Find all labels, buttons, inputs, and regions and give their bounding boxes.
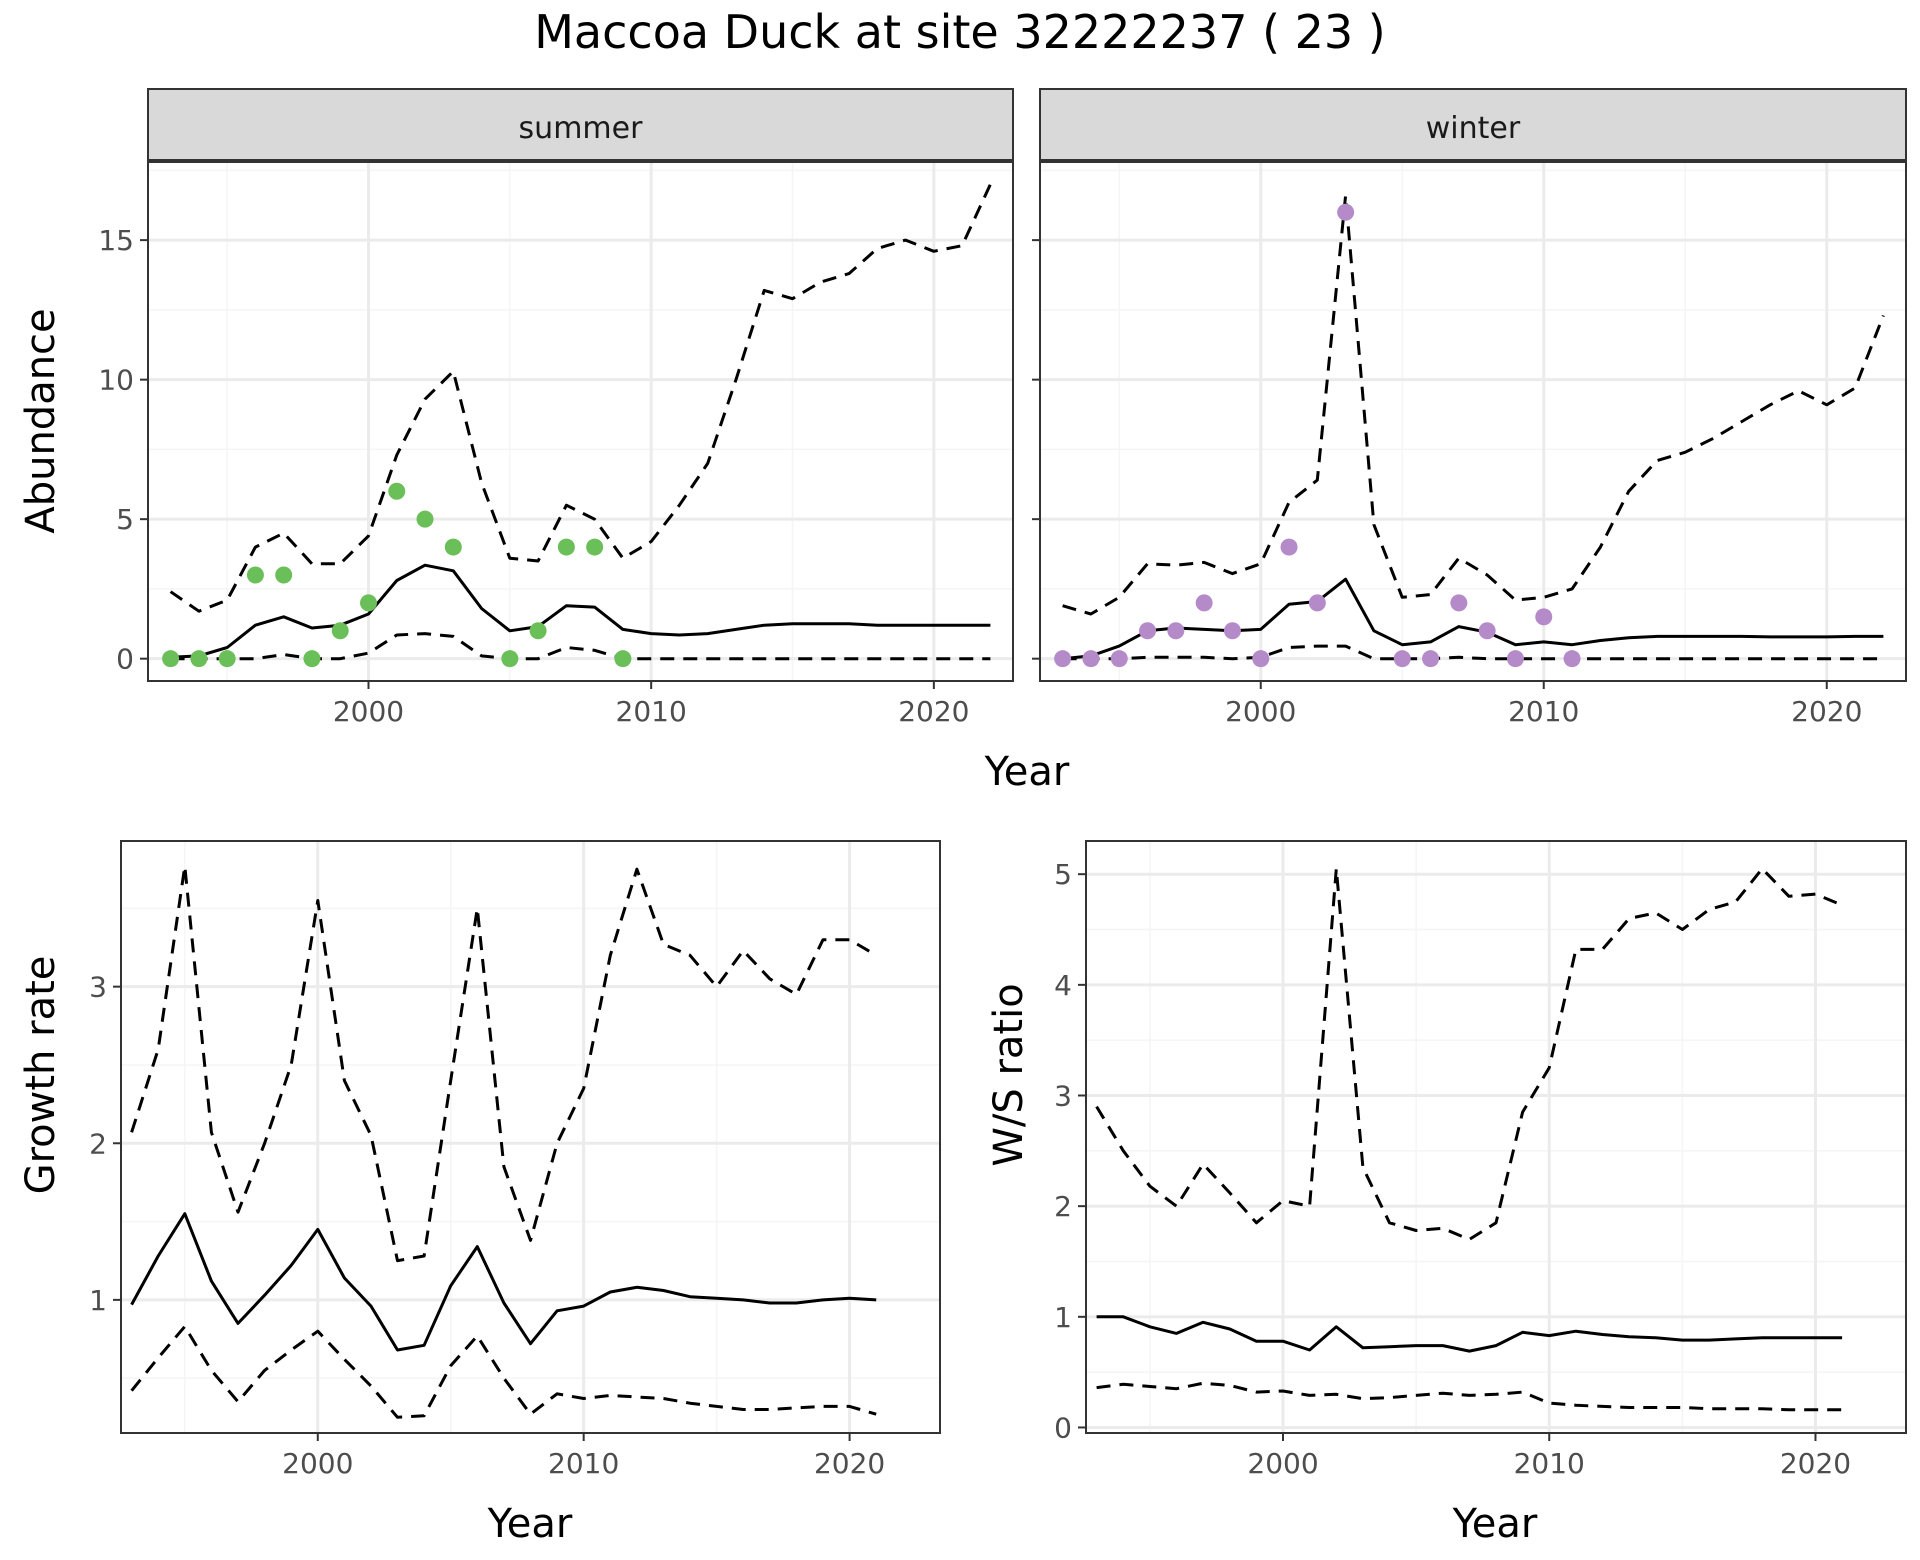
strip-label-summer: summer [519, 111, 644, 146]
data-point [1195, 594, 1213, 612]
data-point [162, 650, 180, 668]
strip-label-winter: winter [1426, 111, 1521, 146]
plot-background [1086, 841, 1906, 1433]
x-tick-label: 2020 [1791, 695, 1862, 728]
data-point [586, 538, 604, 556]
y-axis-title-abundance: Abundance [18, 308, 64, 533]
data-point [1167, 622, 1185, 640]
series-line-upper [1062, 194, 1885, 616]
data-point [331, 622, 349, 640]
y-tick-label: 2 [1054, 1190, 1072, 1223]
data-point [501, 650, 519, 668]
panel-border [147, 161, 1014, 682]
data-point [1535, 608, 1553, 626]
x-axis-title-growth-rate: Year [487, 1501, 573, 1547]
plot-background [1040, 162, 1906, 681]
panel-border [1039, 161, 1907, 682]
x-tick-label: 2000 [1225, 695, 1296, 728]
plot-area-ws-ratio: 2000 2010 2020 0 1 2 3 4 5 [1054, 840, 1907, 1480]
plot-background [148, 162, 1013, 681]
data-point [1478, 622, 1496, 640]
y-tick-label: 15 [98, 224, 134, 257]
series-line-estimate [1096, 1315, 1843, 1353]
plot-background [121, 841, 940, 1433]
series-line-estimate [130, 1212, 877, 1352]
data-point [1337, 203, 1355, 221]
data-point [444, 538, 462, 556]
data-point [416, 510, 434, 528]
y-tick-label: 3 [1054, 1080, 1072, 1113]
y-tick-label: 3 [89, 971, 107, 1004]
y-tick-label: 4 [1054, 969, 1072, 1002]
series-line-upper [1095, 867, 1843, 1241]
y-tick-label: 0 [116, 643, 134, 676]
data-point [1422, 650, 1440, 668]
data-point [1506, 650, 1524, 668]
x-tick-label: 2020 [814, 1447, 885, 1480]
data-point [614, 650, 632, 668]
series-line-estimate [1062, 577, 1884, 661]
y-tick-label: 2 [89, 1127, 107, 1160]
plot-area-growth-rate: 2000 2010 2020 1 2 3 [89, 840, 941, 1480]
panel-abundance-summer: summer 2000 2010 2020 0 5 10 15 [98, 88, 1014, 728]
plot-area-abundance-summer: 2000 2010 2020 0 5 10 15 [98, 161, 1014, 728]
series-line-lower [170, 632, 991, 661]
data-point [1563, 650, 1581, 668]
data-point [557, 538, 575, 556]
x-tick-label: 2020 [898, 695, 969, 728]
data-point [1450, 594, 1468, 612]
x-axis-title-abundance: Year [984, 749, 1070, 795]
x-tick-label: 2020 [1780, 1447, 1851, 1480]
data-point [529, 622, 547, 640]
data-point [388, 482, 406, 500]
x-tick-label: 2010 [1508, 695, 1579, 728]
strip-summer [147, 88, 1014, 161]
data-point [1223, 622, 1241, 640]
y-tick-label: 1 [89, 1284, 107, 1317]
series-line-lower [1096, 1381, 1843, 1412]
data-point [246, 566, 264, 584]
data-point [303, 650, 321, 668]
data-point [1054, 650, 1072, 668]
y-tick-label: 0 [1054, 1411, 1072, 1444]
series-line-upper [130, 864, 877, 1263]
data-point [1393, 650, 1411, 668]
series-line-estimate [170, 563, 991, 659]
x-tick-label: 2010 [1514, 1447, 1585, 1480]
panel-growth-rate: 2000 2010 2020 1 2 3 [89, 840, 941, 1480]
strip-winter [1039, 88, 1907, 161]
panel-border [1085, 840, 1907, 1434]
x-tick-label: 2010 [616, 695, 687, 728]
plot-area-abundance-winter: 2000 2010 2020 [1032, 161, 1907, 728]
x-axis-title-ws-ratio: Year [1452, 1501, 1538, 1547]
data-point [218, 650, 236, 668]
data-point [190, 650, 208, 668]
data-point [359, 594, 377, 612]
y-tick-label: 10 [98, 364, 134, 397]
y-tick-label: 5 [116, 503, 134, 536]
y-tick-label: 5 [1054, 858, 1072, 891]
panel-ws-ratio: 2000 2010 2020 0 1 2 3 4 5 [1054, 840, 1907, 1480]
y-tick-label: 1 [1054, 1301, 1072, 1334]
data-point [1280, 538, 1298, 556]
data-point [1110, 650, 1128, 668]
data-point [1139, 622, 1157, 640]
x-tick-label: 2000 [282, 1447, 353, 1480]
data-point [1082, 650, 1100, 668]
chart-title: Maccoa Duck at site 32222237 ( 23 ) [534, 5, 1386, 59]
data-point [1308, 594, 1326, 612]
data-point [275, 566, 293, 584]
x-tick-label: 2000 [1247, 1447, 1318, 1480]
panel-border [120, 840, 941, 1434]
y-axis-title-ws-ratio: W/S ratio [986, 983, 1032, 1166]
series-line-upper [169, 183, 992, 613]
data-point [1252, 650, 1270, 668]
x-tick-label: 2010 [548, 1447, 619, 1480]
panel-abundance-winter: winter 2000 2010 2020 [1032, 88, 1907, 728]
x-tick-label: 2000 [333, 695, 404, 728]
y-axis-title-growth-rate: Growth rate [18, 956, 64, 1195]
series-line-lower [1062, 644, 1884, 661]
